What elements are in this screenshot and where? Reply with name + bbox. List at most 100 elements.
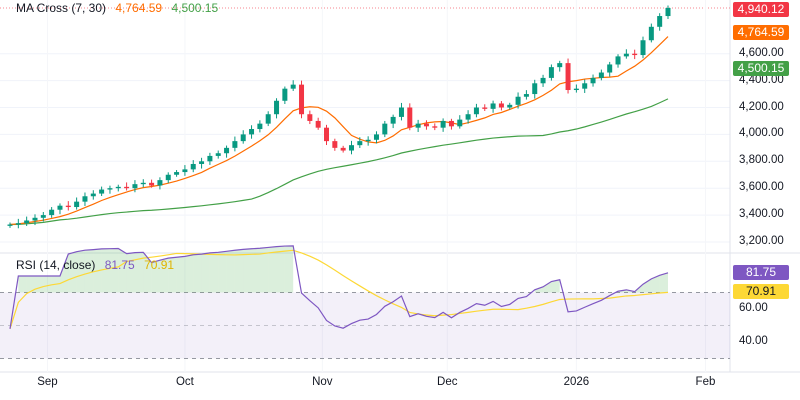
candle-body	[423, 123, 429, 127]
rsi-overbought-fill	[84, 249, 94, 293]
time-tick-label: Dec	[437, 376, 458, 388]
candle-body	[40, 215, 46, 218]
indicator-name: MA Cross (7, 30)	[16, 1, 107, 15]
candle-body	[49, 209, 55, 216]
candle-body	[473, 107, 479, 115]
candle-body	[257, 123, 263, 130]
rsi-overbought-fill	[101, 248, 110, 293]
candle-body	[390, 116, 396, 124]
rsi-band	[0, 292, 730, 359]
rsi-overbought-fill	[226, 250, 235, 293]
time-tick-label: Nov	[312, 376, 333, 388]
rsi-tick-label: 40.00	[739, 335, 768, 347]
candle-body	[232, 141, 238, 148]
candle-body	[582, 83, 588, 89]
rsi-overbought-fill	[651, 275, 660, 293]
candle-body	[65, 205, 71, 208]
last-price-tag: 4,940.12	[733, 2, 789, 17]
price-tick-label: 3,200.00	[739, 235, 784, 247]
time-tick-label: Feb	[695, 376, 716, 388]
rsi-ma-value: 70.91	[144, 258, 175, 272]
rsi-overbought-fill	[551, 279, 560, 293]
candle-body	[415, 123, 421, 128]
candle-body	[249, 129, 255, 135]
candle-body	[373, 134, 379, 140]
rsi-tag: 81.75	[733, 265, 789, 280]
candle-body	[265, 114, 271, 124]
rsi-overbought-fill	[251, 248, 260, 293]
ma-fast-tag: 4,764.59	[733, 25, 789, 40]
candle-body	[290, 84, 296, 89]
candle-body	[240, 134, 246, 142]
rsi-legend: RSI (14, close) 81.75 70.91	[16, 258, 180, 272]
rsi-overbought-fill	[234, 249, 244, 293]
rsi-overbought-fill	[176, 256, 185, 293]
rsi-overbought-fill	[18, 276, 27, 293]
candle-body	[573, 88, 579, 91]
candle-body	[348, 145, 354, 151]
candle-body	[157, 180, 163, 186]
candle-body	[623, 53, 629, 57]
candle-body	[523, 94, 529, 97]
candle-body	[657, 16, 663, 27]
rsi-overbought-fill	[43, 276, 52, 293]
rsi-overbought-fill	[643, 278, 652, 293]
candle-body	[515, 96, 521, 105]
candle-body	[490, 103, 496, 109]
candle-body	[74, 201, 80, 208]
candle-body	[557, 63, 563, 68]
price-tick-label: 4,200.00	[739, 100, 784, 113]
candle-body	[307, 114, 313, 121]
candle-body	[632, 53, 638, 56]
candle-body	[15, 223, 21, 225]
rsi-overbought-fill	[243, 248, 252, 293]
rsi-overbought-fill	[126, 252, 135, 293]
rsi-overbought-fill	[143, 252, 152, 293]
candle-body	[190, 163, 196, 170]
rsi-overbought-fill	[159, 258, 169, 293]
candle-body	[615, 56, 621, 65]
candle-body	[299, 84, 305, 115]
candle-body	[107, 188, 113, 190]
candle-body	[32, 217, 38, 221]
candle-body	[149, 182, 155, 186]
price-tick-label: 4,600.00	[739, 46, 784, 59]
price-tick-label: 3,600.00	[739, 181, 784, 194]
candle-body	[315, 120, 321, 128]
rsi-overbought-fill	[284, 245, 294, 293]
rsi-overbought-fill	[134, 252, 144, 293]
rsi-overbought-fill	[259, 247, 269, 293]
candle-body	[274, 100, 280, 115]
ma-slow-value: 4,500.15	[171, 1, 219, 15]
rsi-overbought-fill	[34, 276, 44, 293]
candle-body	[498, 103, 504, 108]
candle-body	[115, 186, 121, 189]
candle-body	[507, 104, 513, 108]
rsi-line	[9, 245, 669, 329]
candle-body	[340, 147, 346, 151]
rsi-overbought-fill	[184, 254, 194, 293]
candle-body	[199, 161, 205, 164]
rsi-overbought-fill	[534, 286, 544, 293]
rsi-overbought-fill	[543, 281, 552, 293]
ma-fast-line	[9, 36, 669, 226]
rsi-ma-tag: 70.91	[733, 284, 789, 299]
candle-body	[382, 123, 388, 135]
candle-body	[598, 72, 604, 78]
candle-body	[99, 189, 105, 194]
price-tick-label: 3,800.00	[739, 154, 784, 167]
time-tick-label: 2026	[563, 376, 590, 388]
ma-slow-line	[9, 98, 669, 226]
candle-body	[565, 63, 571, 91]
candle-body	[540, 77, 546, 84]
candle-body	[282, 88, 288, 101]
candle-body	[165, 174, 171, 181]
candle-body	[124, 186, 130, 189]
candle-body	[457, 119, 463, 127]
candle-body	[432, 126, 438, 128]
ma-fast-value: 4,764.59	[115, 1, 163, 15]
time-tick-label: Oct	[175, 376, 194, 388]
price-tick-label: 4,000.00	[739, 127, 784, 140]
